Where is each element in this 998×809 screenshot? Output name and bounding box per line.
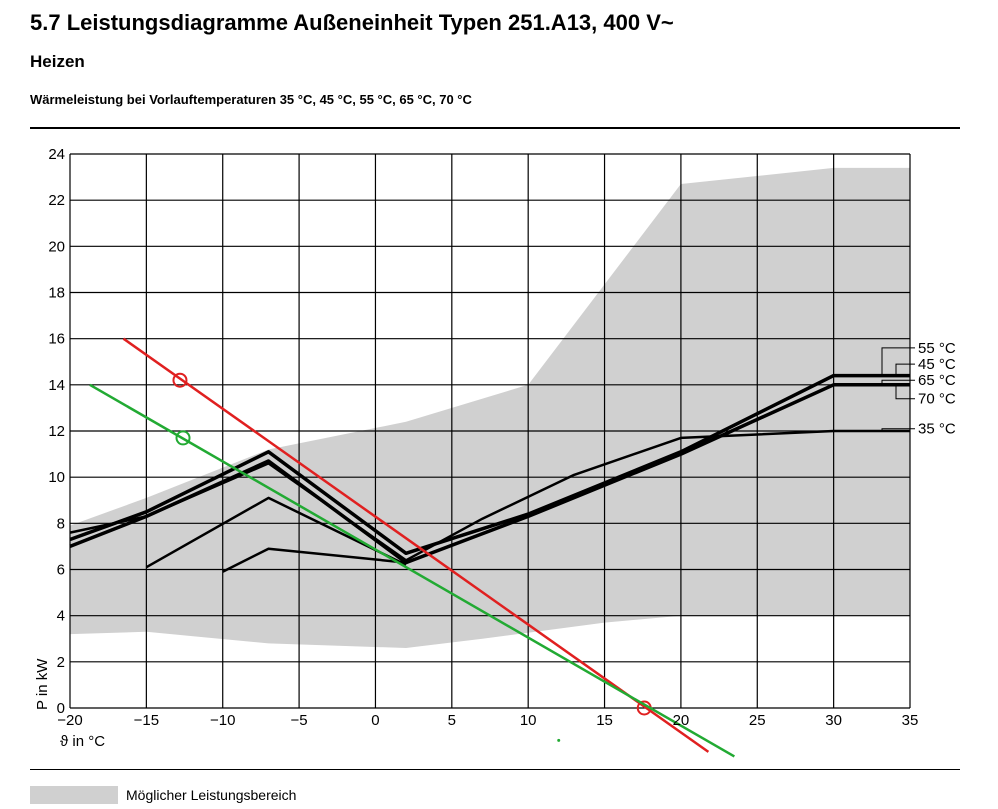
y-tick-label: 4 [57, 608, 65, 625]
series-label: 35 °C [918, 421, 956, 438]
legend-label: Möglicher Leistungsbereich [126, 787, 297, 803]
series-layer [69, 373, 910, 573]
series-line [69, 373, 910, 556]
y-tick-label: 10 [48, 469, 65, 486]
x-tick-label: 15 [596, 712, 613, 729]
x-tick-label: −20 [57, 712, 82, 729]
grid-layer [69, 153, 911, 709]
x-tick-label: 35 [902, 712, 919, 729]
series-line [222, 547, 407, 573]
x-axis-label: ϑ in °C [60, 733, 105, 750]
x-tick-label: 0 [371, 712, 379, 729]
section-subtitle: Heizen [30, 52, 85, 71]
top-rule [30, 127, 960, 129]
x-tick-label: −15 [134, 712, 159, 729]
green-marker [175, 430, 191, 446]
green-dot [557, 738, 561, 742]
series-label: 70 °C [918, 391, 956, 408]
y-tick-label: 20 [48, 238, 65, 255]
x-tick-label: −5 [291, 712, 308, 729]
y-tick-label: 22 [48, 192, 65, 209]
x-tick-label: 30 [825, 712, 842, 729]
series-label-leader [895, 384, 915, 400]
x-tick-label: 5 [448, 712, 456, 729]
page-title: 5.7 Leistungsdiagramme Außeneinheit Type… [30, 10, 674, 35]
series-label: 55 °C [918, 340, 956, 357]
x-tick-label: 10 [520, 712, 537, 729]
y-tick-label: 0 [57, 700, 65, 717]
y-tick-label: 2 [57, 654, 65, 671]
y-tick-label: 14 [48, 377, 65, 394]
tick-labels-layer: −20 −15 −10 −5 0 5 10 15 20 25 30 35024681012141618… [48, 146, 918, 729]
y-tick-label: 16 [48, 331, 65, 348]
y-tick-label: 18 [48, 285, 65, 302]
y-tick-label: 12 [48, 423, 65, 440]
x-tick-label: −10 [210, 712, 235, 729]
y-tick-label: 8 [57, 515, 65, 532]
possible-range-area [70, 167, 910, 648]
series-label-leader [895, 363, 915, 376]
series-labels-layer: 55 °C45 °C65 °C 70 °C 35 °C [881, 340, 956, 438]
series-label: 45 °C [918, 356, 956, 373]
y-tick-label: 6 [57, 562, 65, 579]
series-label-leader [881, 379, 915, 385]
x-tick-label: 20 [673, 712, 690, 729]
overlay-lines-layer [89, 337, 735, 758]
series-line [145, 496, 407, 569]
series-label-leader [881, 428, 915, 431]
series-label-leader [881, 347, 915, 376]
green-line [89, 383, 735, 758]
chart-caption: Wärmeleistung bei Vorlauftemperaturen 35… [30, 92, 472, 107]
red-line [122, 337, 710, 753]
series-label: 65 °C [918, 372, 956, 389]
legend-swatch [30, 786, 118, 804]
x-tick-label: 25 [749, 712, 766, 729]
area-layer [70, 167, 910, 648]
red-marker [172, 372, 188, 388]
y-axis-label: P in kW [34, 658, 51, 710]
series-line [69, 383, 910, 565]
y-tick-label: 24 [48, 146, 65, 163]
bottom-rule [30, 769, 960, 770]
